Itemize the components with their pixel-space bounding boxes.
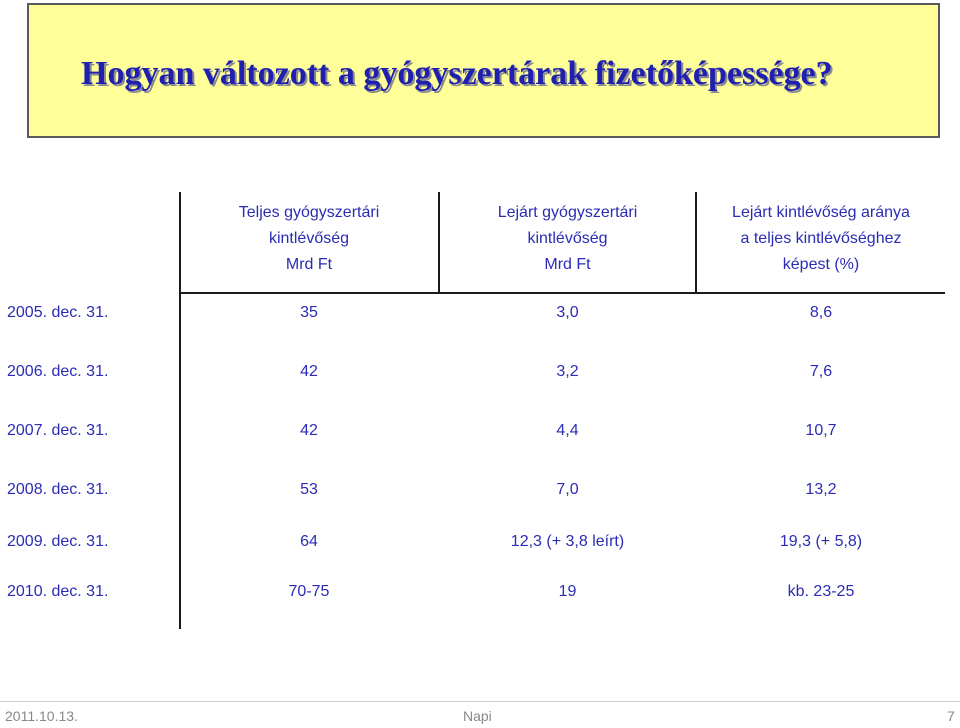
page-number: 7 bbox=[947, 708, 955, 724]
row-date: 2009. dec. 31. bbox=[7, 533, 109, 550]
header-total-receivables: Teljes gyógyszertári kintlévőség Mrd Ft bbox=[180, 200, 438, 278]
header-line: kintlévőség bbox=[527, 230, 608, 247]
row-date: 2008. dec. 31. bbox=[7, 481, 109, 498]
row-total: 42 bbox=[300, 422, 318, 439]
row-date: 2006. dec. 31. bbox=[7, 363, 109, 380]
table-row: 2006. dec. 31. 42 3,2 7,6 bbox=[0, 358, 960, 386]
row-total: 42 bbox=[300, 363, 318, 380]
header-divider bbox=[180, 292, 945, 294]
column-divider bbox=[438, 192, 440, 294]
table-row: 2009. dec. 31. 64 12,3 (+ 3,8 leírt) 19,… bbox=[0, 528, 960, 556]
header-line: Lejárt gyógyszertári bbox=[497, 204, 638, 221]
row-ratio: 13,2 bbox=[805, 481, 837, 498]
table-row: 2010. dec. 31. 70-75 19 kb. 23-25 bbox=[0, 578, 960, 606]
title-box: Hogyan változott a gyógyszertárak fizető… bbox=[27, 3, 940, 138]
header-line: kintlévőség bbox=[268, 230, 350, 247]
table-row: 2008. dec. 31. 53 7,0 13,2 bbox=[0, 476, 960, 504]
header-line: a teljes kintlévőséghez bbox=[740, 230, 902, 247]
header-overdue-receivables: Lejárt gyógyszertári kintlévőség Mrd Ft bbox=[440, 200, 695, 278]
row-total: 53 bbox=[300, 481, 318, 498]
row-overdue: 7,0 bbox=[556, 481, 579, 498]
row-overdue: 3,0 bbox=[556, 304, 579, 321]
row-date: 2010. dec. 31. bbox=[7, 583, 109, 600]
header-line: képest (%) bbox=[782, 256, 860, 273]
footer-source: Napi bbox=[463, 708, 492, 724]
row-ratio: kb. 23-25 bbox=[787, 583, 855, 600]
row-date: 2005. dec. 31. bbox=[7, 304, 109, 321]
row-overdue: 4,4 bbox=[556, 422, 579, 439]
footer-date: 2011.10.13. bbox=[5, 708, 78, 724]
row-total: 64 bbox=[300, 533, 318, 550]
row-overdue: 12,3 (+ 3,8 leírt) bbox=[510, 533, 625, 550]
row-ratio: 7,6 bbox=[809, 363, 833, 380]
header-overdue-ratio: Lejárt kintlévőség aránya a teljes kintl… bbox=[697, 200, 945, 278]
row-date: 2007. dec. 31. bbox=[7, 422, 109, 439]
slide-title: Hogyan változott a gyógyszertárak fizető… bbox=[81, 55, 833, 92]
row-total: 35 bbox=[300, 304, 318, 321]
row-overdue: 3,2 bbox=[556, 363, 579, 380]
header-line: Teljes gyógyszertári bbox=[238, 204, 380, 221]
row-ratio: 19,3 (+ 5,8) bbox=[779, 533, 863, 550]
row-ratio: 8,6 bbox=[809, 304, 833, 321]
row-total: 70-75 bbox=[288, 583, 330, 600]
column-divider bbox=[695, 192, 697, 294]
row-overdue: 19 bbox=[558, 583, 577, 600]
column-divider bbox=[179, 192, 181, 629]
row-ratio: 10,7 bbox=[805, 422, 837, 439]
table-row: 2007. dec. 31. 42 4,4 10,7 bbox=[0, 417, 960, 445]
header-line: Lejárt kintlévőség aránya bbox=[732, 204, 910, 221]
header-line: Mrd Ft bbox=[285, 256, 333, 273]
footer-divider bbox=[0, 701, 960, 702]
header-line: Mrd Ft bbox=[544, 256, 591, 273]
table-row: 2005. dec. 31. 35 3,0 8,6 bbox=[0, 299, 960, 327]
